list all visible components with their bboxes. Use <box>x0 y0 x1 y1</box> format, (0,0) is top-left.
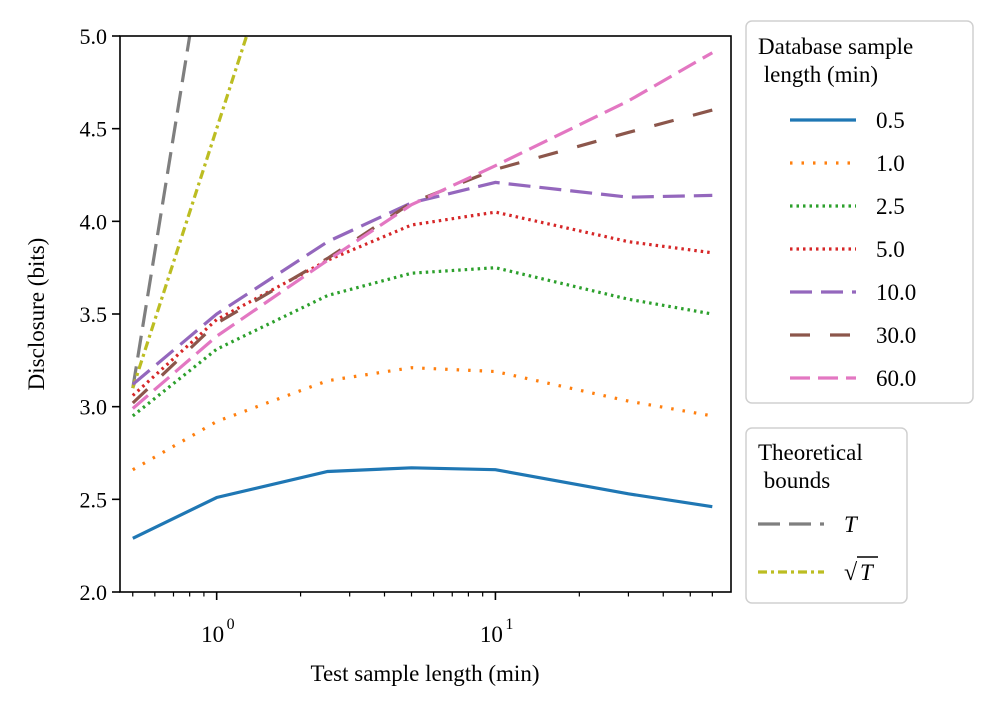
y-tick-label: 4.0 <box>80 209 108 234</box>
y-tick-label: 4.5 <box>80 117 108 142</box>
bound-line-sqrt-t <box>131 36 249 389</box>
legend-bounds-title: Theoretical bounds <box>758 440 863 493</box>
x-tick-label: 10 <box>480 622 503 647</box>
bound-line-t <box>131 36 192 389</box>
y-tick-label: 2.5 <box>80 487 108 512</box>
plot-lines <box>131 36 714 540</box>
legend-database-entries: 0.5 1.0 2.5 5.0 10.0 30.0 60.0 <box>790 108 916 391</box>
legend-label: 30.0 <box>876 323 916 348</box>
y-tick-label: 5.0 <box>80 24 108 49</box>
x-tick-exponent: 0 <box>227 616 235 633</box>
legend-label: 10.0 <box>876 280 916 305</box>
x-axis-label: Test sample length (min) <box>311 661 540 686</box>
legend-label: T <box>844 512 859 537</box>
y-axis: 2.0 2.5 3.0 3.5 4.0 4.5 5.0 <box>80 24 120 605</box>
y-tick-label: 3.0 <box>80 395 108 420</box>
series-line-60-0 <box>131 51 714 410</box>
legend-label: 2.5 <box>876 194 905 219</box>
legend-label: 5.0 <box>876 237 905 262</box>
legend-label: 1.0 <box>876 151 905 176</box>
legend-database-box <box>745 20 974 404</box>
plot-frame <box>119 35 732 593</box>
series-line-0-5 <box>132 466 713 540</box>
x-tick-label: 10 <box>201 622 224 647</box>
series-line-2-5 <box>131 266 713 418</box>
x-axis: 10 0 10 1 <box>132 592 713 647</box>
legend-database-title: Database sample length (min) <box>758 34 913 87</box>
series-line-10-0 <box>131 180 713 386</box>
legend-label: 60.0 <box>876 366 916 391</box>
y-axis-label: Disclosure (bits) <box>24 238 49 391</box>
legend-database: Database sample length (min) 0.5 1.0 2.5 5.… <box>745 20 974 404</box>
series-line-30-0 <box>131 108 713 405</box>
legend-label: T <box>860 560 875 585</box>
x-tick-exponent: 1 <box>505 616 513 633</box>
y-tick-label: 3.5 <box>80 302 108 327</box>
legend-sqrt-symbol: √ <box>844 560 858 586</box>
y-tick-label: 2.0 <box>80 580 108 605</box>
legend-bounds-box <box>745 427 908 604</box>
series-line-1-0 <box>132 366 713 472</box>
legend-bounds: Theoretical bounds T√ T <box>745 427 908 604</box>
legend-bounds-entries: T√ T <box>758 512 878 586</box>
legend-label: 0.5 <box>876 108 905 133</box>
